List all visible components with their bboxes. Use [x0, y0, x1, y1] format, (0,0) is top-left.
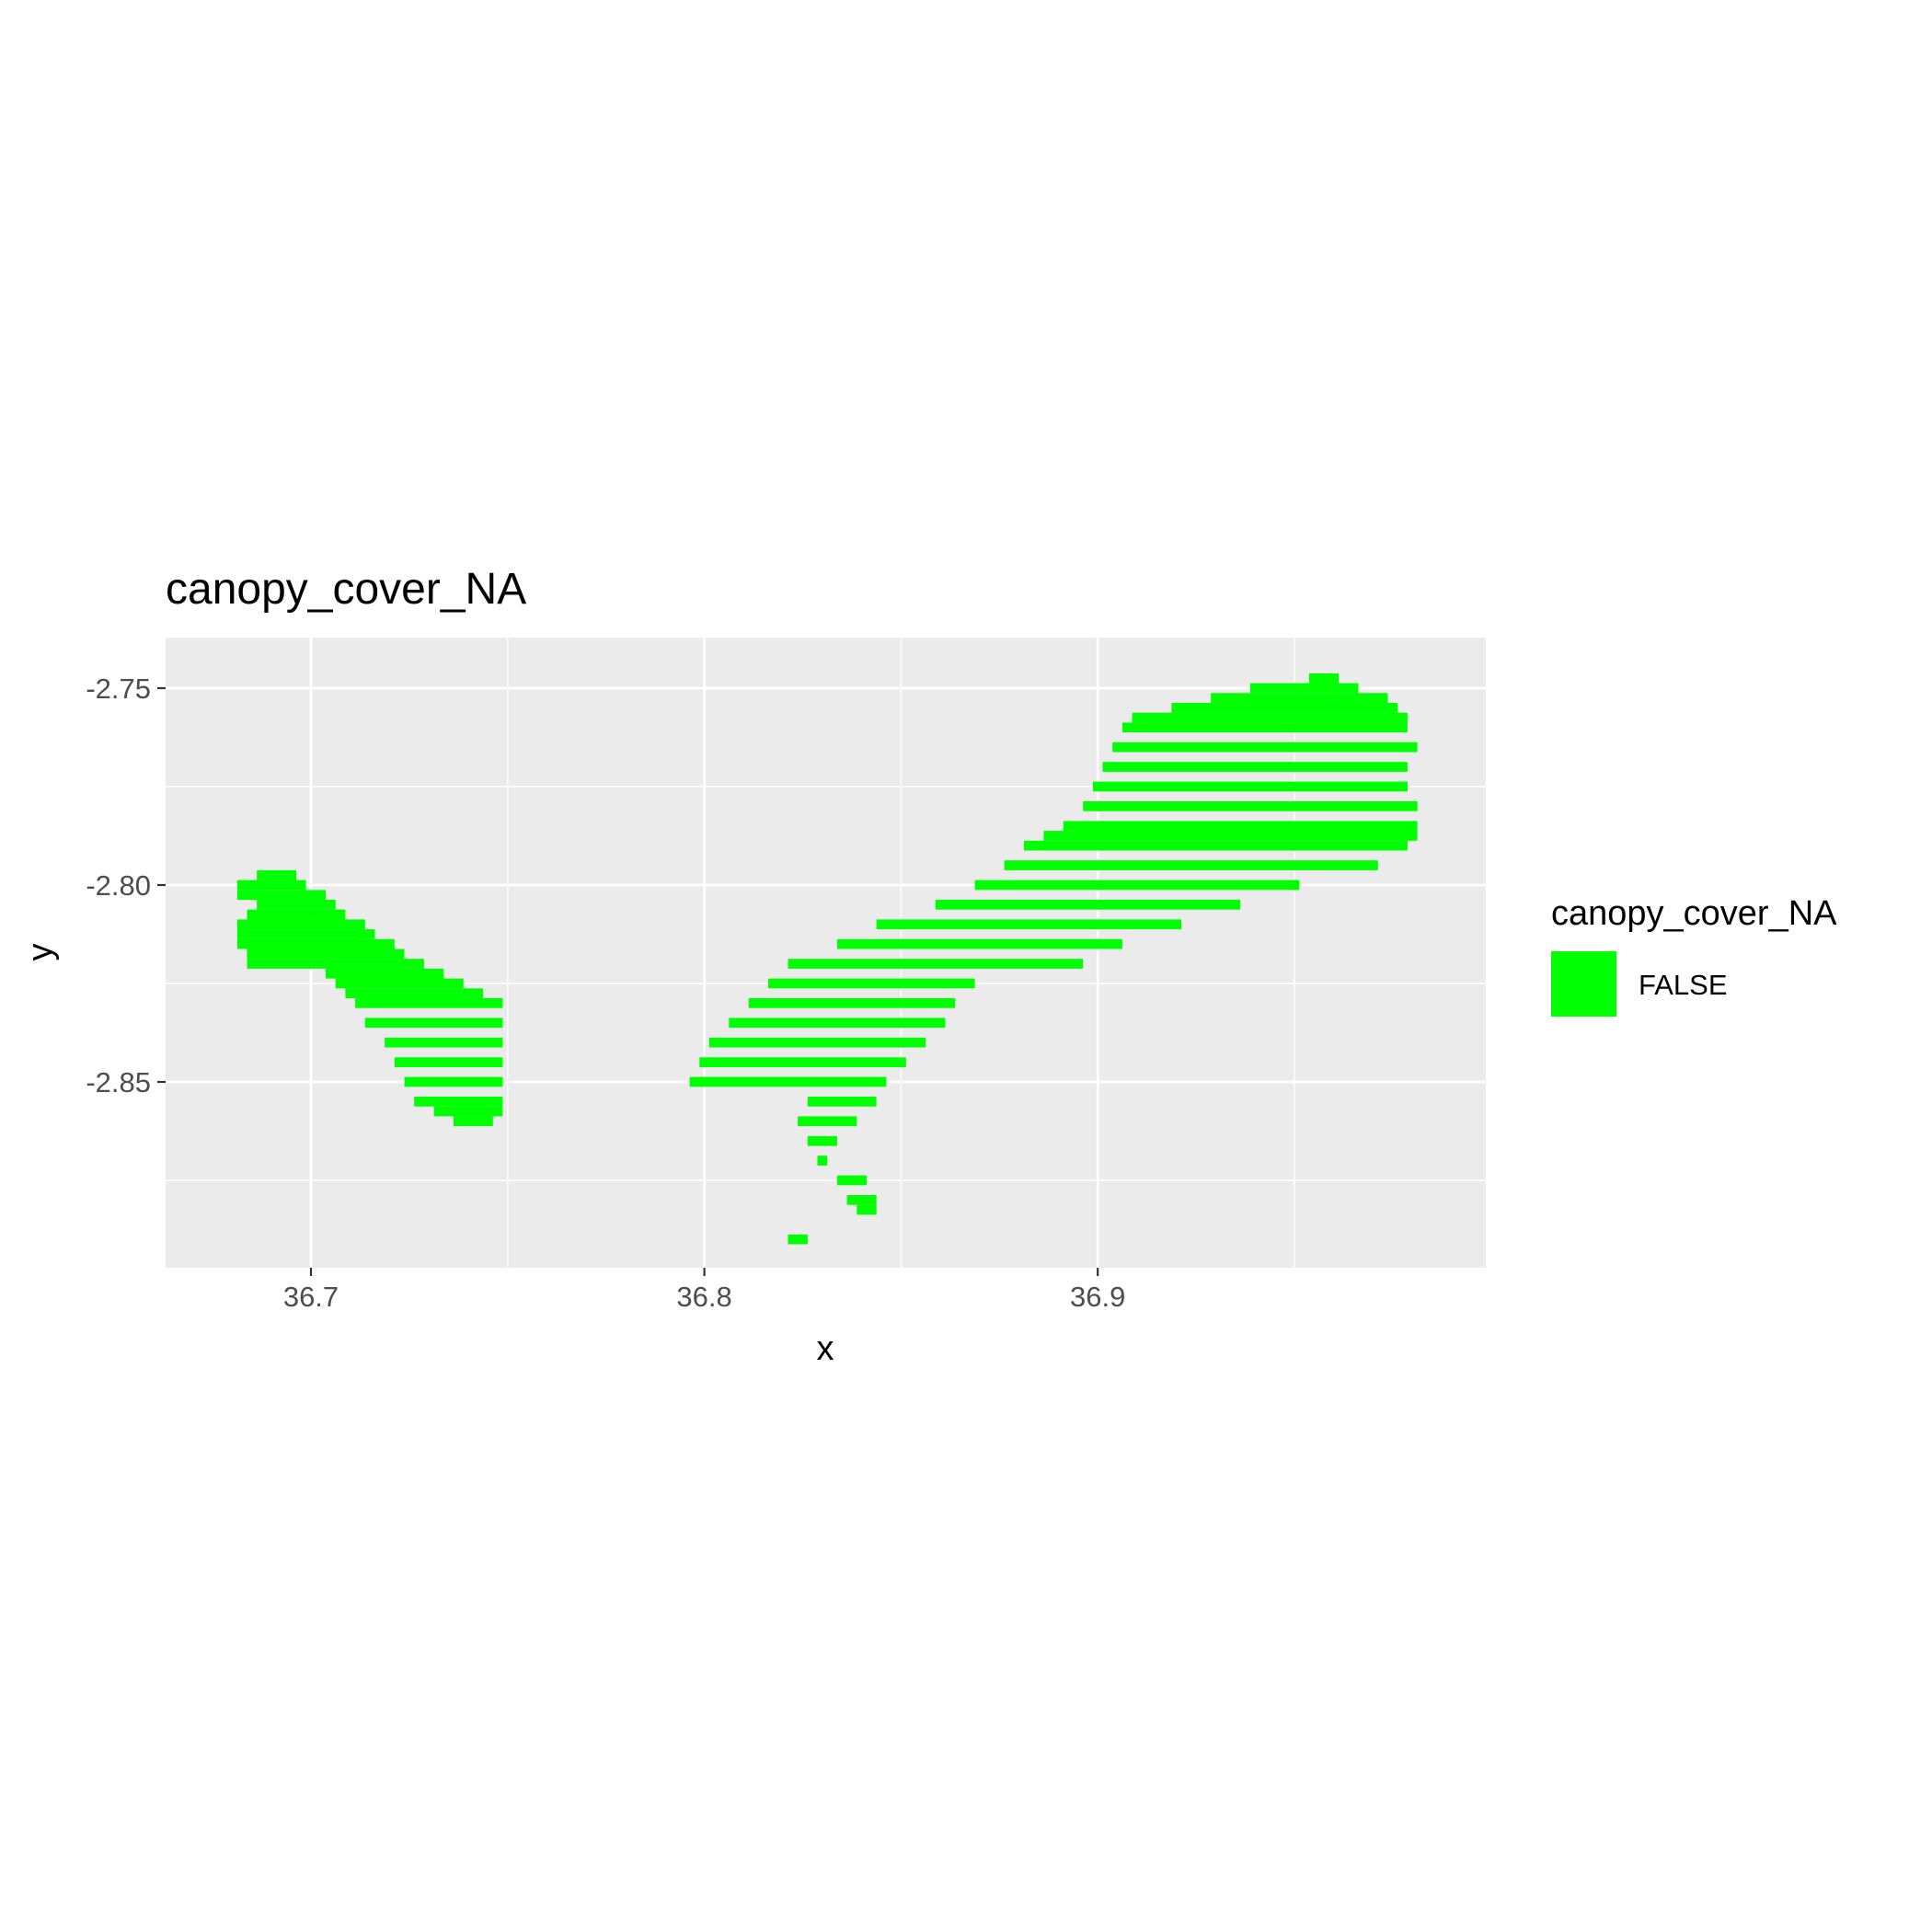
- raster-cell-row: [689, 1076, 887, 1087]
- raster-cell-row: [876, 919, 1182, 930]
- raster-cell-row: [247, 909, 346, 920]
- raster-cell-row: [1043, 831, 1418, 841]
- y-axis-title: y: [21, 944, 60, 961]
- raster-cells: [236, 673, 1418, 1245]
- y-tick-label: -2.80: [86, 869, 151, 902]
- raster-cell-row: [1092, 781, 1408, 792]
- raster-cell-row: [1132, 712, 1408, 723]
- raster-cell-row: [1249, 683, 1359, 694]
- raster-cell-row: [1121, 722, 1408, 733]
- raster-cell-row: [729, 1018, 946, 1029]
- x-tick-label: 36.8: [676, 1281, 731, 1313]
- raster-cell-row: [798, 1116, 857, 1127]
- legend-key-false: [1551, 951, 1616, 1017]
- raster-cell-row: [236, 919, 365, 930]
- raster-cell-row: [935, 900, 1241, 910]
- raster-cell-row: [414, 1097, 503, 1107]
- raster-cell-row: [394, 1057, 503, 1067]
- raster-cell-row: [699, 1057, 906, 1067]
- raster-cell-row: [257, 869, 296, 880]
- raster-cell-row: [1112, 742, 1418, 753]
- raster-cell-row: [807, 1135, 837, 1146]
- raster-cell-row: [1211, 693, 1388, 703]
- raster-cell-row: [454, 1116, 493, 1127]
- raster-cell-row: [1171, 703, 1398, 713]
- raster-cell-row: [1063, 821, 1418, 832]
- y-axis: -2.75 -2.80 -2.85: [86, 673, 166, 1098]
- raster-cell-row: [846, 1195, 877, 1205]
- raster-cell-row: [857, 1204, 877, 1215]
- raster-cell-row: [335, 978, 464, 989]
- raster-cell-row: [345, 988, 484, 998]
- legend-label-false: FALSE: [1639, 969, 1728, 1001]
- raster-cell-row: [236, 938, 395, 949]
- legend-title: canopy_cover_NA: [1551, 894, 1837, 933]
- raster-cell-row: [236, 880, 306, 891]
- raster-cell-row: [974, 880, 1300, 891]
- y-tick-label: -2.85: [86, 1066, 151, 1098]
- raster-cell-row: [257, 900, 336, 910]
- raster-cell-row: [1004, 860, 1378, 870]
- raster-cell-row: [836, 1175, 867, 1186]
- x-tick-label: 36.9: [1070, 1281, 1125, 1313]
- raster-cell-row: [1102, 762, 1408, 772]
- x-axis: 36.7 36.8 36.9: [283, 1268, 1125, 1313]
- raster-cell-row: [836, 938, 1122, 949]
- y-tick-label: -2.75: [86, 673, 151, 705]
- raster-cell-row: [355, 998, 503, 1008]
- raster-cell-row: [385, 1037, 503, 1048]
- x-tick-label: 36.7: [283, 1281, 339, 1313]
- raster-cell-row: [817, 1156, 828, 1166]
- legend: canopy_cover_NA FALSE: [1551, 894, 1837, 1017]
- raster-cell-row: [247, 949, 405, 960]
- raster-cell-row: [1309, 673, 1340, 684]
- raster-cell-row: [247, 959, 424, 969]
- raster-cell-row: [768, 978, 975, 989]
- raster-cell-row: [404, 1076, 503, 1087]
- raster-cell-row: [364, 1018, 503, 1029]
- raster-cell-row: [1024, 840, 1408, 851]
- raster-cell-row: [748, 998, 956, 1008]
- raster-cell-row: [708, 1037, 926, 1048]
- raster-cell-row: [433, 1106, 503, 1117]
- x-axis-title: x: [817, 1329, 834, 1368]
- raster-cell-row: [236, 890, 326, 901]
- raster-cell-row: [788, 1234, 808, 1245]
- raster-cell-row: [807, 1097, 877, 1107]
- raster-cell-row: [236, 929, 375, 939]
- raster-cell-row: [326, 968, 444, 979]
- raster-cell-row: [788, 959, 1084, 969]
- chart-title: canopy_cover_NA: [166, 565, 526, 614]
- raster-cell-row: [1083, 801, 1418, 811]
